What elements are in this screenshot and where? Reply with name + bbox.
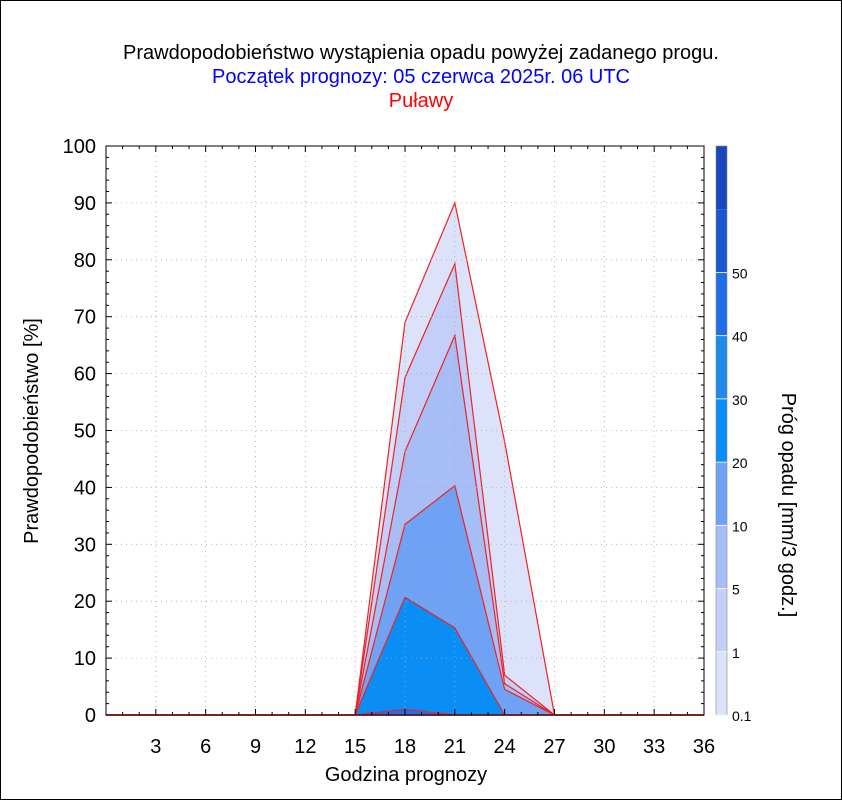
x-tick-label: 30: [593, 736, 615, 758]
colorbar-band: [716, 651, 727, 715]
y-tick-label: 10: [74, 648, 96, 670]
x-tick-label: 9: [250, 736, 261, 758]
colorbar-tick-label: 10: [732, 518, 748, 534]
y-tick-label: 50: [74, 421, 96, 443]
colorbar-band: [716, 462, 727, 526]
x-tick-label: 27: [543, 736, 565, 758]
y-tick-label: 100: [63, 136, 96, 158]
colorbar-tick-label: 50: [732, 265, 748, 281]
x-tick-label: 33: [643, 736, 665, 758]
colorbar-tick-label: 0.1: [732, 708, 752, 724]
colorbar-band: [716, 209, 727, 273]
forecast-start-subtitle: Początek prognozy: 05 czerwca 2025r. 06 …: [212, 66, 630, 88]
x-tick-label: 24: [494, 736, 516, 758]
colorbar-band: [716, 146, 727, 210]
colorbar-band: [716, 335, 727, 399]
y-tick-label: 40: [74, 477, 96, 499]
location-label: Puławy: [388, 90, 454, 112]
colorbar-label: Próg opadu [mm/3 godz.]: [777, 393, 799, 618]
y-axis-ticks: 0 10 20 30 40 50 60 70 80 90 100: [63, 136, 704, 727]
colorbar-tick-label: 1: [732, 645, 740, 661]
y-tick-label: 0: [85, 705, 96, 727]
y-tick-label: 90: [74, 193, 96, 215]
x-tick-label: 21: [444, 736, 466, 758]
y-tick-label: 60: [74, 364, 96, 386]
y-tick-label: 70: [74, 307, 96, 329]
y-tick-label: 20: [74, 591, 96, 613]
x-axis-ticks: 3 6 9 12 15 18 21 24 27 30 33 36: [105, 146, 715, 758]
x-tick-label: 36: [693, 736, 715, 758]
x-tick-label: 3: [150, 736, 161, 758]
x-tick-label: 15: [344, 736, 366, 758]
colorbar-tick-label: 30: [732, 392, 748, 408]
threshold-colorbar: 0.1 1 5 10 20 30 40 50: [715, 145, 752, 724]
x-tick-label: 12: [294, 736, 316, 758]
colorbar-band: [716, 398, 727, 463]
x-tick-label: 18: [394, 736, 416, 758]
colorbar-band: [716, 588, 727, 652]
colorbar-band: [716, 525, 727, 589]
colorbar-tick-label: 5: [732, 582, 740, 598]
y-tick-label: 80: [74, 250, 96, 272]
colorbar-tick-label: 40: [732, 329, 748, 345]
x-tick-label: 6: [200, 736, 211, 758]
y-tick-label: 30: [74, 534, 96, 556]
y-axis-label: Prawdopodobieństwo [%]: [21, 318, 43, 544]
x-axis-label: Godzina prognozy: [325, 764, 487, 786]
probability-areas: [106, 200, 704, 716]
chart-title: Prawdopodobieństwo wystąpienia opadu pow…: [123, 42, 719, 64]
colorbar-tick-label: 20: [732, 455, 748, 471]
colorbar-band: [716, 272, 727, 336]
